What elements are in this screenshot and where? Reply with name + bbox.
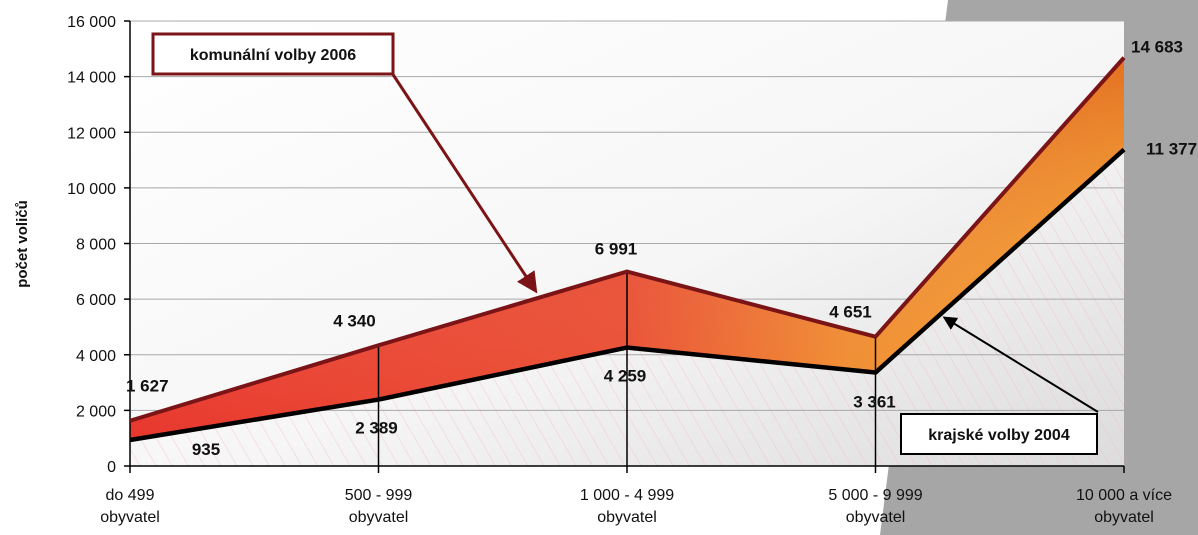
y-axis-label: počet voličů bbox=[14, 200, 31, 288]
callout-label-krajske: krajské volby 2004 bbox=[928, 427, 1070, 444]
data-label-krajske: 2 389 bbox=[355, 419, 398, 438]
data-labels: 1 627 4 340 6 991 4 651 14 683 935 2 389 4 259 3… bbox=[126, 38, 1197, 459]
y-tick-label: 4 000 bbox=[76, 348, 116, 365]
data-label-krajske: 4 259 bbox=[604, 367, 647, 386]
legend-callout-krajske: krajské volby 2004 bbox=[900, 316, 1099, 455]
series-lines bbox=[129, 56, 1126, 443]
x-tick-label: 500 - 999 obyvatel bbox=[345, 487, 413, 526]
axes bbox=[124, 20, 1125, 473]
callout-box-komunalni bbox=[151, 32, 395, 76]
y-tick-label: 16 000 bbox=[67, 14, 116, 31]
callout-box-krajske bbox=[900, 413, 1098, 455]
callout-label-komunalni: komunální volby 2006 bbox=[190, 47, 356, 64]
x-tick-labels: do 499 obyvatel 500 - 999 obyvatel 1 000 - 4… bbox=[100, 487, 1172, 526]
data-label-komunalni: 6 991 bbox=[595, 240, 638, 259]
x-tick-label: 1 000 - 4 999 obyvatel bbox=[580, 487, 674, 526]
y-tick-label: 14 000 bbox=[67, 70, 116, 87]
legend-callout-komunalni: komunální volby 2006 bbox=[151, 32, 538, 294]
y-tick-labels: 0 2 000 4 000 6 000 8 000 10 000 12 000 14 000 1… bbox=[67, 14, 116, 476]
callout-arrow-komunalni bbox=[390, 72, 538, 294]
data-label-krajske: 11 377 bbox=[1146, 140, 1197, 159]
category-lines bbox=[377, 271, 877, 466]
data-label-komunalni: 4 651 bbox=[829, 303, 872, 322]
series-line-krajske bbox=[129, 147, 1126, 443]
data-label-komunalni: 4 340 bbox=[333, 311, 376, 330]
y-tick-label: 8 000 bbox=[76, 237, 116, 254]
data-label-komunalni: 14 683 bbox=[1131, 38, 1183, 57]
y-tick-label: 12 000 bbox=[67, 125, 116, 142]
data-label-krajske: 935 bbox=[192, 440, 220, 459]
x-tick-label: 10 000 a více obyvatel bbox=[1076, 487, 1172, 526]
x-tick-label: 5 000 - 9 999 obyvatel bbox=[828, 487, 922, 526]
data-label-krajske: 3 361 bbox=[853, 393, 896, 412]
y-tick-label: 0 bbox=[107, 459, 116, 476]
data-label-komunalni: 1 627 bbox=[126, 377, 169, 396]
y-tick-label: 6 000 bbox=[76, 292, 116, 309]
callout-arrow-krajske bbox=[942, 316, 1099, 413]
x-tick-label: do 499 obyvatel bbox=[100, 487, 160, 526]
y-tick-label: 2 000 bbox=[76, 403, 116, 420]
y-tick-label: 10 000 bbox=[67, 181, 116, 198]
series-line-komunalni bbox=[129, 56, 1126, 423]
